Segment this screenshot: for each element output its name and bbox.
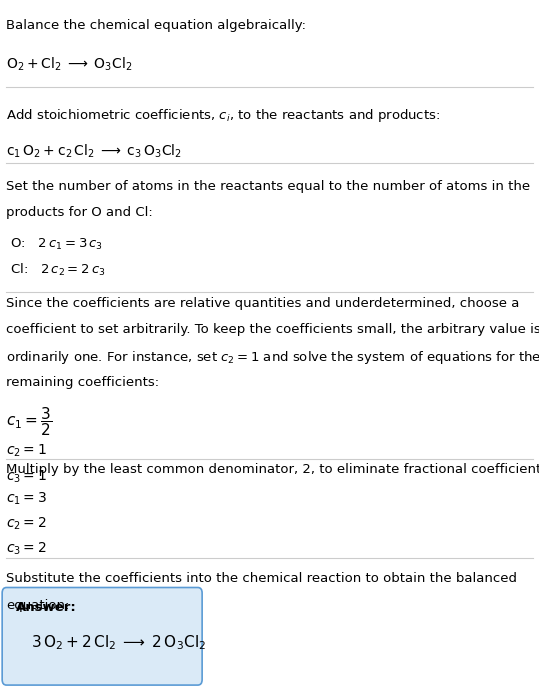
Text: $c_2 = 1$: $c_2 = 1$ [6, 442, 47, 459]
Text: remaining coefficients:: remaining coefficients: [6, 376, 160, 389]
Text: Cl:   $2\,c_2 = 2\,c_3$: Cl: $2\,c_2 = 2\,c_3$ [6, 262, 106, 277]
Text: Multiply by the least common denominator, 2, to eliminate fractional coefficient: Multiply by the least common denominator… [6, 463, 539, 476]
Text: coefficient to set arbitrarily. To keep the coefficients small, the arbitrary va: coefficient to set arbitrarily. To keep … [6, 323, 539, 336]
Text: $c_1 = \dfrac{3}{2}$: $c_1 = \dfrac{3}{2}$ [6, 405, 52, 437]
Text: $c_1 = 3$: $c_1 = 3$ [6, 491, 47, 507]
Text: O:   $2\,c_1 = 3\,c_3$: O: $2\,c_1 = 3\,c_3$ [6, 237, 103, 252]
Text: Set the number of atoms in the reactants equal to the number of atoms in the: Set the number of atoms in the reactants… [6, 180, 530, 193]
Text: $c_2 = 2$: $c_2 = 2$ [6, 516, 47, 532]
FancyBboxPatch shape [2, 588, 202, 685]
Text: $\mathrm{c_1\, O_2 + c_2\, Cl_2 \;\longrightarrow\; c_3\, O_3Cl_2}$: $\mathrm{c_1\, O_2 + c_2\, Cl_2 \;\longr… [6, 143, 183, 160]
Text: Substitute the coefficients into the chemical reaction to obtain the balanced: Substitute the coefficients into the che… [6, 572, 517, 585]
Text: $\mathrm{3\, O_2 + 2\, Cl_2 \;\longrightarrow\; 2\, O_3Cl_2}$: $\mathrm{3\, O_2 + 2\, Cl_2 \;\longright… [31, 633, 206, 652]
Text: $c_3 = 2$: $c_3 = 2$ [6, 540, 47, 557]
Text: Balance the chemical equation algebraically:: Balance the chemical equation algebraica… [6, 19, 307, 33]
Text: products for O and Cl:: products for O and Cl: [6, 206, 153, 219]
Text: ordinarily one. For instance, set $c_2 = 1$ and solve the system of equations fo: ordinarily one. For instance, set $c_2 =… [6, 349, 539, 367]
Text: $c_3 = 1$: $c_3 = 1$ [6, 468, 47, 485]
Text: $\mathrm{O_2 + Cl_2 \;\longrightarrow\; O_3Cl_2}$: $\mathrm{O_2 + Cl_2 \;\longrightarrow\; … [6, 55, 133, 73]
Text: Answer:: Answer: [16, 601, 77, 614]
Text: Since the coefficients are relative quantities and underdetermined, choose a: Since the coefficients are relative quan… [6, 297, 520, 310]
Text: Add stoichiometric coefficients, $c_i$, to the reactants and products:: Add stoichiometric coefficients, $c_i$, … [6, 107, 441, 124]
Text: equation:: equation: [6, 599, 70, 612]
